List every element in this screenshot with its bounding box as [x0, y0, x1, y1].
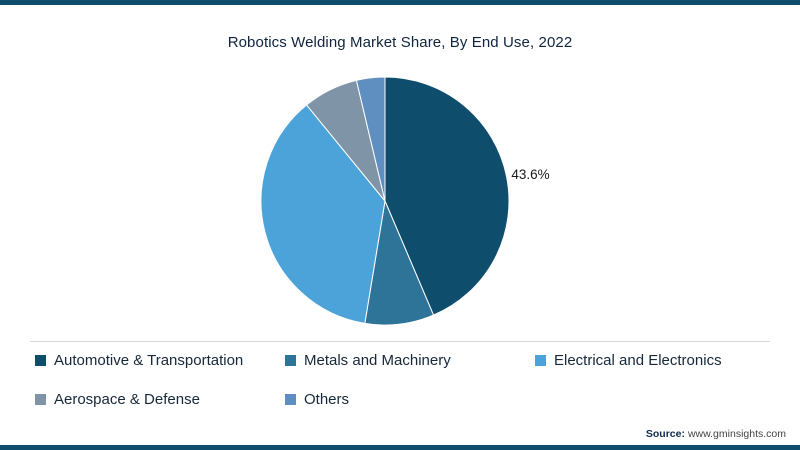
legend-item-5: Others [285, 391, 535, 408]
source-line: Source: www.gminsights.com [646, 428, 786, 440]
source-url: www.gminsights.com [687, 428, 786, 440]
pie-data-label: 43.6% [511, 167, 549, 182]
legend-item-2: Metals and Machinery [285, 352, 535, 369]
pie-slice-3 [260, 104, 386, 324]
pie-slice-5 [355, 76, 386, 202]
legend-label: Automotive & Transportation [54, 352, 244, 369]
legend-label: Aerospace & Defense [54, 391, 200, 408]
bottom-accent-bar [0, 445, 800, 450]
legend-item-1: Automotive & Transportation [35, 352, 285, 369]
legend-swatch [35, 394, 46, 405]
legend-divider [30, 341, 770, 342]
legend-item-4: Aerospace & Defense [35, 391, 285, 408]
legend-swatch [35, 355, 46, 366]
legend-label: Electrical and Electronics [554, 352, 722, 369]
legend-label: Metals and Machinery [304, 352, 451, 369]
chart-title: Robotics Welding Market Share, By End Us… [227, 34, 573, 51]
legend-swatch [535, 355, 546, 366]
top-accent-bar [0, 0, 800, 5]
source-prefix: Source: [645, 428, 685, 440]
legend-swatch [285, 355, 296, 366]
legend-label: Others [304, 391, 350, 408]
legend-swatch [285, 394, 296, 405]
chart-legend: Automotive & Transportation Metals and Ma… [35, 352, 780, 408]
pie-chart: 43.6% [260, 76, 550, 326]
legend-item-3: Electrical and Electronics [535, 352, 780, 369]
pie-slice-1 [384, 76, 510, 316]
